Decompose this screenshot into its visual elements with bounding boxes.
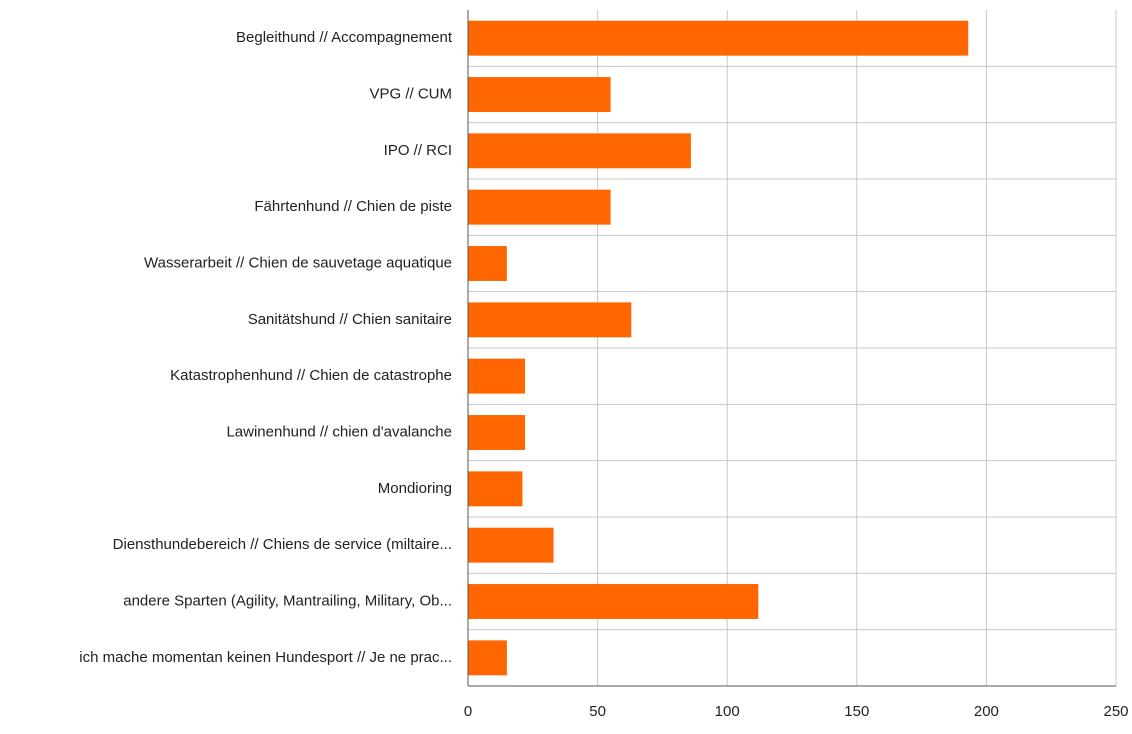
x-tick-label: 150	[844, 703, 869, 720]
bar	[468, 584, 759, 619]
category-label: IPO // RCI	[384, 142, 452, 159]
category-label: Wasserarbeit // Chien de sauvetage aquat…	[144, 254, 452, 271]
axes	[467, 10, 1116, 687]
bar	[468, 415, 526, 450]
category-label: andere Sparten (Agility, Mantrailing, Mi…	[123, 592, 452, 609]
category-label: ich mache momentan keinen Hundesport // …	[79, 649, 452, 666]
x-tick-label: 200	[974, 703, 999, 720]
bar	[468, 77, 611, 112]
bar	[468, 133, 691, 169]
bars	[468, 20, 969, 676]
grid-lines	[468, 10, 1117, 686]
bar	[468, 189, 611, 225]
bar	[468, 527, 554, 563]
x-tick-label: 0	[464, 703, 472, 720]
category-label: Katastrophenhund // Chien de catastrophe	[170, 367, 452, 384]
x-tick-label: 50	[589, 703, 606, 720]
bar	[468, 640, 507, 676]
category-label: Begleithund // Accompagnement	[236, 29, 453, 46]
bar	[468, 358, 526, 394]
category-label: Lawinenhund // chien d'avalanche	[226, 423, 452, 440]
bar	[468, 246, 507, 281]
category-label: VPG // CUM	[369, 85, 452, 102]
x-tick-label: 250	[1103, 703, 1128, 720]
x-tick-labels: 0 50 100 150 200 250	[464, 703, 1129, 720]
category-label: Mondioring	[378, 480, 452, 497]
bar	[468, 302, 632, 338]
category-label: Sanitätshund // Chien sanitaire	[248, 311, 452, 328]
category-label: Diensthundebereich // Chiens de service …	[113, 536, 452, 553]
category-label: Fährtenhund // Chien de piste	[254, 198, 452, 215]
bar	[468, 471, 523, 507]
bar	[468, 20, 969, 56]
category-labels: Begleithund // Accompagnement VPG // CUM I…	[79, 29, 453, 666]
x-tick-label: 100	[715, 703, 740, 720]
